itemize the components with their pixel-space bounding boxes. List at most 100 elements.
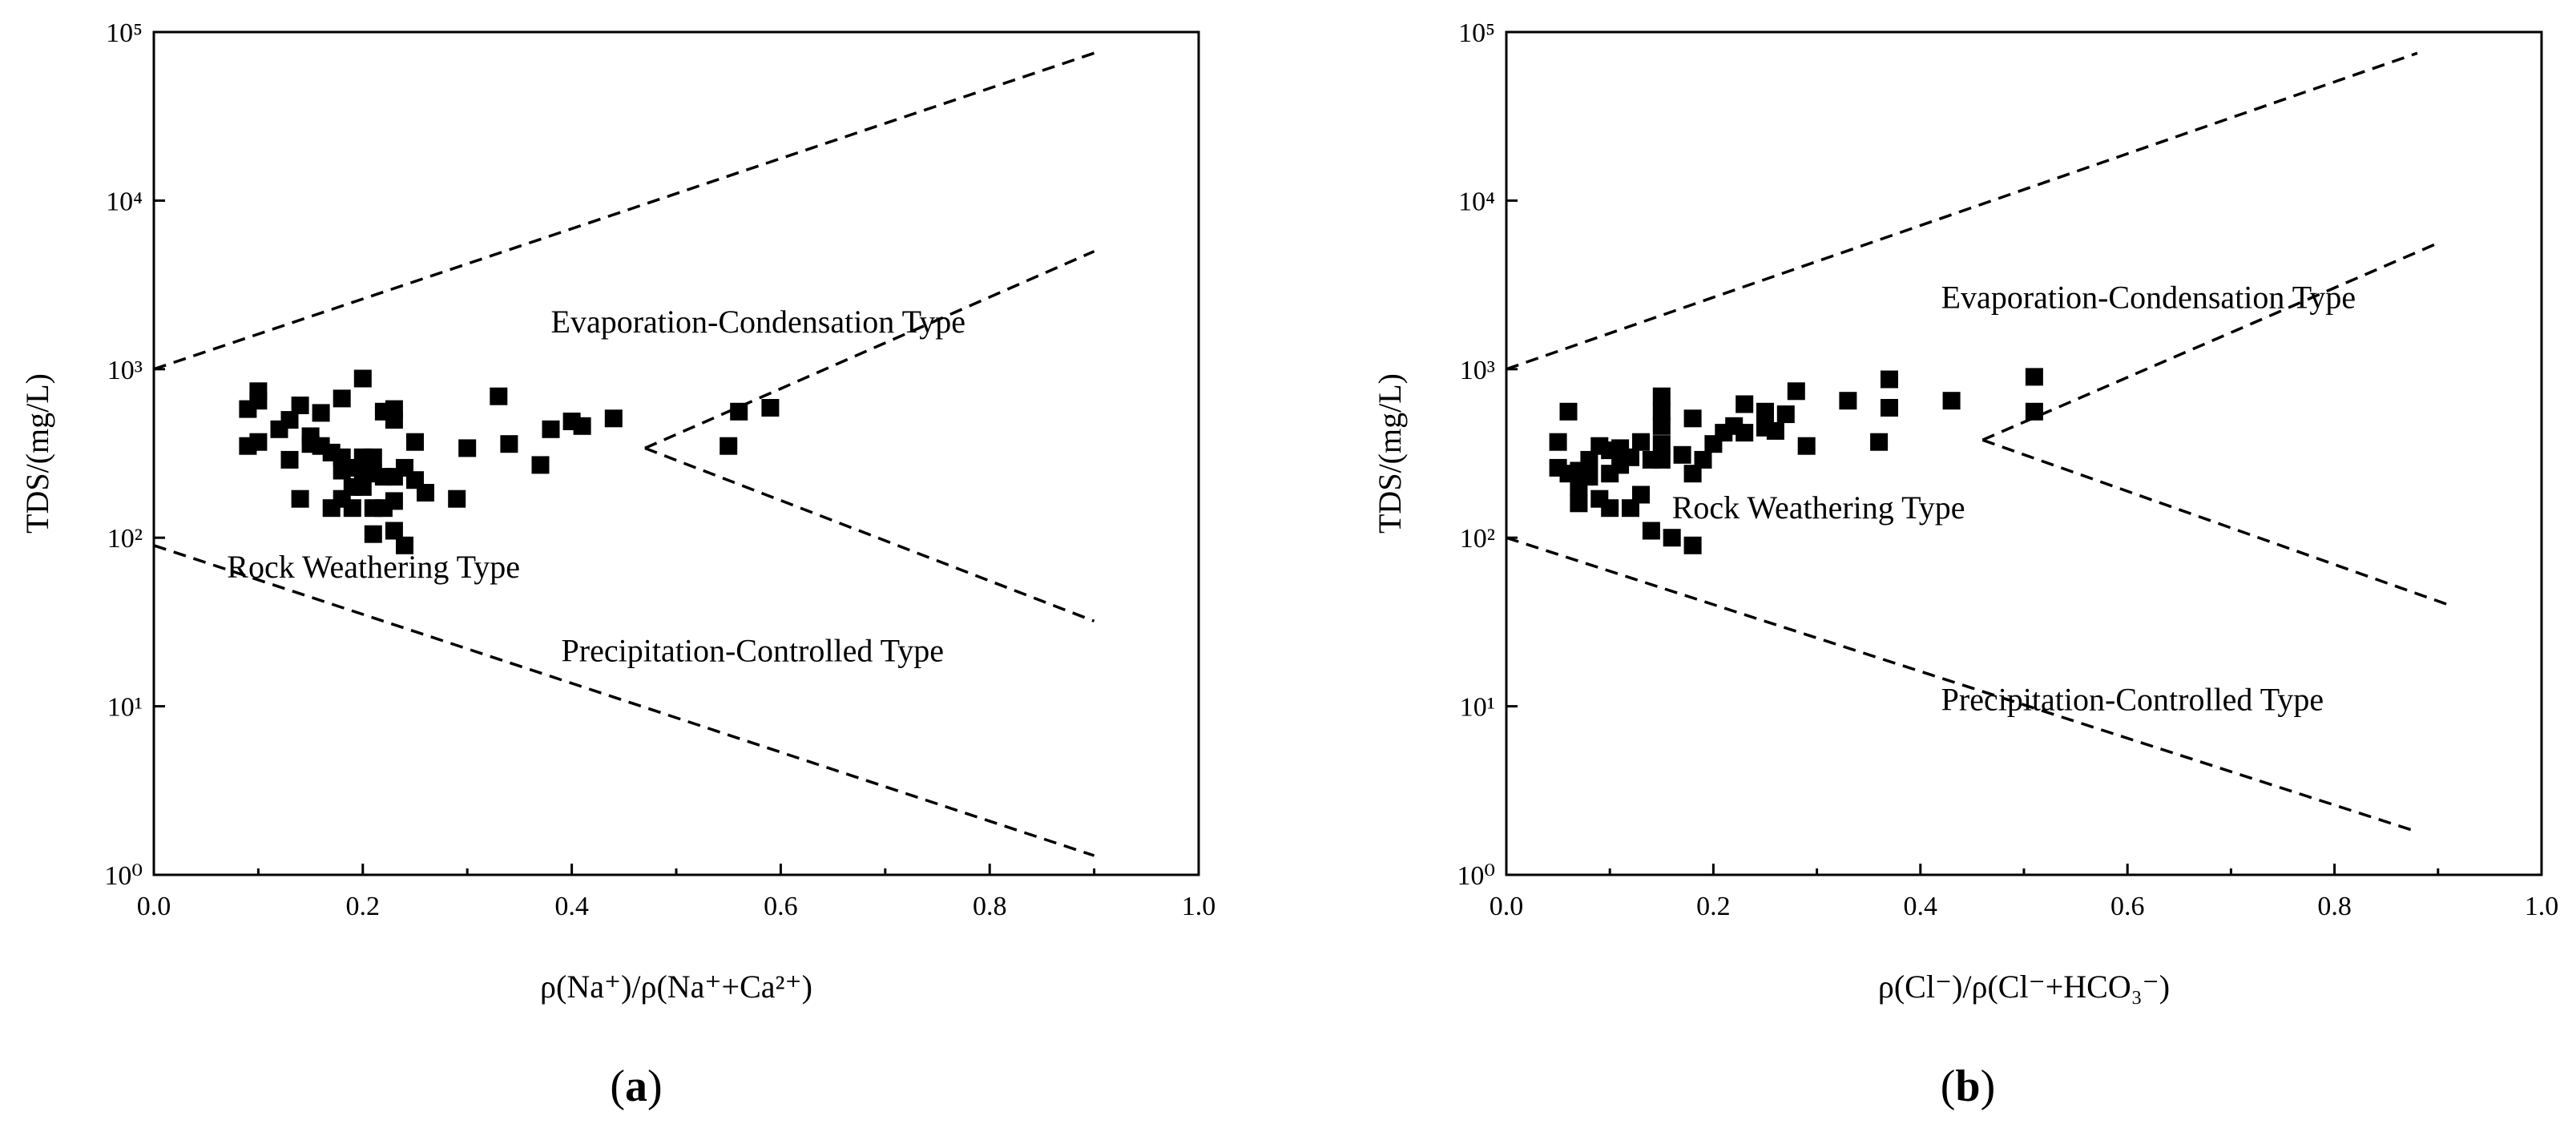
panel-label: (b): [1941, 1062, 1995, 1111]
data-point: [1673, 445, 1691, 464]
data-point: [490, 387, 508, 405]
y-tick-label: 10⁵: [106, 18, 143, 48]
data-point: [353, 369, 372, 388]
data-point: [2025, 368, 2043, 386]
data-point: [1839, 392, 1857, 410]
data-point: [542, 420, 560, 438]
panel-b: 0.0 0.2 0.4 0.6 0.8 1.0 10⁰ 10¹ 10² 10³ 10⁴ 10⁵ Ev…: [1372, 18, 2558, 1111]
y-axis-label: TDS/(mg/L): [19, 373, 55, 534]
data-point: [761, 399, 780, 417]
boundary-line: [1981, 438, 2449, 606]
x-tick-label: 0.6: [764, 892, 798, 921]
data-point: [1652, 417, 1671, 435]
boundary-line: [644, 250, 1095, 450]
boundary-line: [644, 446, 1095, 622]
data-point: [1683, 465, 1702, 483]
x-ticks: 0.0 0.2 0.4 0.6 0.8 1.0: [137, 864, 1216, 921]
x-tick-label: 1.0: [1182, 892, 1216, 921]
data-point: [1580, 450, 1598, 469]
data-point: [573, 417, 591, 435]
y-tick-label: 10⁰: [1457, 861, 1495, 891]
y-tick-label: 10¹: [1460, 693, 1495, 723]
x-axis-label: ρ(Cl⁻)/ρ(Cl⁻+HCO₃⁻): [1878, 969, 2170, 1005]
data-point: [448, 489, 466, 508]
x-tick-label: 0.8: [2317, 892, 2352, 921]
data-point: [720, 437, 738, 455]
y-tick-label: 10⁴: [106, 187, 143, 216]
y-tick-label: 10³: [107, 356, 143, 385]
data-point: [364, 525, 382, 543]
panel-a: 0.0 0.2 0.4 0.6 0.8 1.0 10⁰ 10¹ 10² 10³ 10⁴ 10⁵ Ev…: [19, 18, 1215, 1111]
data-point: [1652, 387, 1671, 405]
y-axis-label: TDS/(mg/L): [1372, 373, 1408, 534]
data-point: [1642, 522, 1660, 540]
data-point: [1735, 424, 1754, 442]
boundary-line: [153, 544, 1095, 857]
x-axis-label: ρ(Na⁺)/ρ(Na⁺+Ca²⁺): [540, 969, 812, 1005]
data-point: [1559, 402, 1578, 421]
data-point: [249, 392, 268, 410]
data-point: [249, 433, 268, 451]
data-point: [1622, 448, 1639, 466]
data-point: [333, 389, 351, 408]
data-point: [1881, 370, 1898, 389]
region-label: Rock Weathering Type: [1672, 489, 1965, 526]
boundary-line: [1506, 536, 2418, 833]
y-ticks: 10⁰ 10¹ 10² 10³ 10⁴ 10⁵: [1457, 18, 1518, 891]
y-tick-label: 10⁴: [1458, 187, 1495, 216]
y-tick-label: 10⁰: [104, 861, 143, 891]
data-point: [1632, 485, 1650, 504]
data-point: [1787, 382, 1805, 401]
boundary-line: [1506, 51, 2418, 371]
data-point: [353, 477, 372, 496]
y-ticks: 10⁰ 10¹ 10² 10³ 10⁴ 10⁵: [104, 18, 165, 891]
y-tick-label: 10¹: [107, 693, 143, 723]
data-point: [604, 409, 623, 428]
data-point: [385, 411, 403, 429]
data-point: [1601, 499, 1619, 518]
data-point: [1549, 433, 1567, 451]
data-point: [1622, 499, 1639, 518]
x-tick-label: 0.0: [1490, 892, 1524, 921]
data-point: [417, 484, 434, 502]
x-tick-label: 0.8: [973, 892, 1007, 921]
data-point: [458, 439, 477, 457]
data-point: [385, 492, 403, 510]
region-labels: Evaporation-Condensation Type Rock Weathe…: [227, 304, 965, 668]
data-point: [1632, 433, 1650, 451]
plot-frame: [152, 30, 1200, 876]
data-point: [1663, 529, 1681, 547]
data-point: [1652, 402, 1671, 421]
data-point: [396, 536, 413, 554]
data-point: [1735, 395, 1754, 413]
data-point: [280, 450, 299, 469]
data-point: [1776, 405, 1795, 424]
data-point: [1652, 435, 1671, 453]
data-point: [1683, 536, 1702, 554]
data-point: [312, 404, 330, 422]
data-point: [291, 397, 309, 414]
data-point: [500, 435, 518, 453]
data-point: [1694, 450, 1712, 469]
data-point: [1580, 468, 1598, 486]
x-tick-label: 0.6: [2110, 892, 2145, 921]
data-point: [1570, 494, 1588, 513]
data-point: [1652, 450, 1671, 469]
region-label: Rock Weathering Type: [227, 549, 520, 585]
x-tick-label: 0.4: [1904, 892, 1938, 921]
data-point: [1797, 437, 1816, 455]
data-point: [1942, 392, 1961, 410]
x-tick-label: 0.0: [137, 892, 171, 921]
region-labels: Evaporation-Condensation Type Rock Weathe…: [1672, 280, 2356, 718]
y-tick-label: 10²: [1460, 524, 1495, 554]
data-point: [2025, 402, 2043, 421]
x-tick-label: 0.4: [554, 892, 589, 921]
data-point: [1683, 409, 1702, 428]
x-tick-label: 1.0: [2525, 892, 2559, 921]
region-label: Precipitation-Controlled Type: [1941, 681, 2324, 717]
data-point: [1756, 402, 1774, 421]
data-point: [1881, 399, 1898, 417]
data-points: [239, 369, 780, 554]
data-point: [1766, 421, 1784, 440]
